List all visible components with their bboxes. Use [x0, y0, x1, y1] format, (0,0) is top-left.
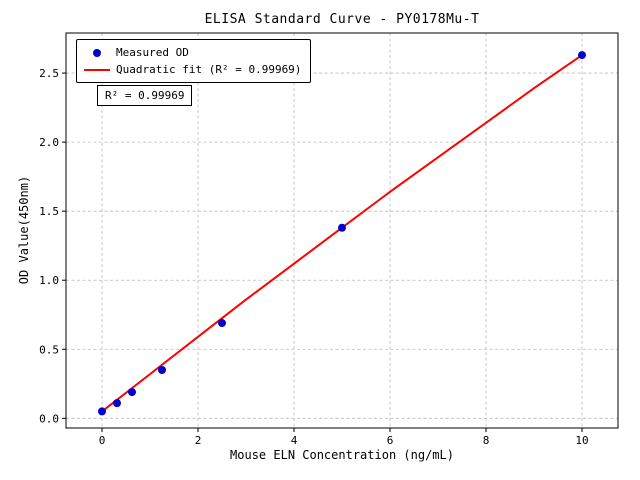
x-tick-label: 10 [575, 434, 588, 447]
legend-label-quadratic-fit: Quadratic fit (R² = 0.99969) [116, 62, 302, 76]
data-point [158, 365, 166, 374]
scatter-marker-icon [93, 48, 101, 57]
y-tick-label: 2.0 [39, 136, 59, 149]
data-point [338, 223, 346, 232]
data-point [218, 319, 226, 328]
data-point [578, 51, 586, 60]
legend: Measured OD Quadratic fit (R² = 0.99969) [76, 39, 312, 83]
chart-title: ELISA Standard Curve - PY0178Mu-T [204, 12, 480, 27]
legend-handle [84, 48, 110, 57]
legend-item-quadratic-fit: Quadratic fit (R² = 0.99969) [84, 61, 301, 78]
data-point [98, 407, 106, 416]
x-axis-label: Mouse ELN Concentration (ng/mL) [230, 448, 454, 462]
data-point [113, 399, 121, 408]
legend-label-measured-od: Measured OD [116, 45, 189, 59]
line-marker-icon [84, 68, 110, 71]
y-tick-label: 1.0 [39, 274, 59, 287]
legend-item-measured-od: Measured OD [84, 44, 301, 61]
plot-border [65, 32, 619, 429]
x-tick-label: 0 [99, 434, 106, 447]
y-axis-label: OD Value(450nm) [17, 175, 31, 285]
data-point [128, 388, 136, 397]
x-tick-label: 2 [195, 434, 202, 447]
y-tick-label: 1.5 [39, 205, 59, 218]
y-tick-label: 0.0 [39, 412, 59, 425]
quadratic-fit-line [101, 54, 583, 413]
y-tick-label: 0.5 [39, 343, 59, 356]
legend-handle [84, 68, 110, 71]
x-tick-label: 4 [291, 434, 298, 447]
x-tick-label: 8 [483, 434, 490, 447]
x-tick-label: 6 [387, 434, 394, 447]
r-squared-annotation: R² = 0.99969 [97, 85, 193, 106]
y-tick-label: 2.5 [39, 67, 59, 80]
